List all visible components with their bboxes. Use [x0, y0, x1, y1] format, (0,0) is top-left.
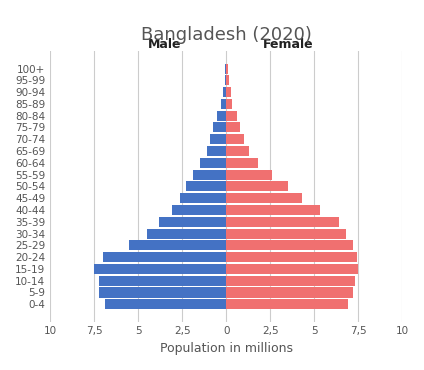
- Bar: [217, 111, 226, 121]
- Bar: [100, 287, 226, 297]
- Bar: [223, 87, 226, 97]
- Bar: [226, 169, 272, 179]
- Text: Male: Male: [148, 38, 181, 51]
- Title: Bangladesh (2020): Bangladesh (2020): [141, 26, 312, 44]
- Bar: [226, 64, 228, 74]
- Bar: [226, 217, 339, 227]
- Bar: [94, 264, 226, 274]
- X-axis label: Population in millions: Population in millions: [160, 342, 293, 355]
- Bar: [172, 205, 226, 215]
- Bar: [226, 299, 348, 309]
- Bar: [159, 217, 226, 227]
- Bar: [100, 276, 226, 286]
- Bar: [193, 169, 226, 179]
- Bar: [226, 252, 357, 262]
- Bar: [226, 75, 229, 85]
- Bar: [103, 252, 226, 262]
- Bar: [226, 87, 231, 97]
- Bar: [226, 122, 240, 132]
- Bar: [129, 240, 226, 250]
- Bar: [226, 193, 302, 203]
- Bar: [226, 99, 232, 109]
- Bar: [226, 287, 353, 297]
- Bar: [226, 146, 249, 156]
- Bar: [226, 181, 288, 191]
- Bar: [226, 111, 237, 121]
- Bar: [226, 240, 353, 250]
- Bar: [226, 264, 358, 274]
- Text: Female: Female: [262, 38, 313, 51]
- Bar: [221, 99, 226, 109]
- Bar: [226, 276, 355, 286]
- Bar: [200, 158, 226, 168]
- Bar: [226, 158, 258, 168]
- Bar: [105, 299, 226, 309]
- Bar: [226, 205, 320, 215]
- Bar: [181, 193, 226, 203]
- Bar: [186, 181, 226, 191]
- Bar: [226, 229, 346, 239]
- Bar: [225, 75, 226, 85]
- Bar: [226, 134, 244, 144]
- Bar: [209, 134, 226, 144]
- Bar: [147, 229, 226, 239]
- Bar: [207, 146, 226, 156]
- Bar: [213, 122, 226, 132]
